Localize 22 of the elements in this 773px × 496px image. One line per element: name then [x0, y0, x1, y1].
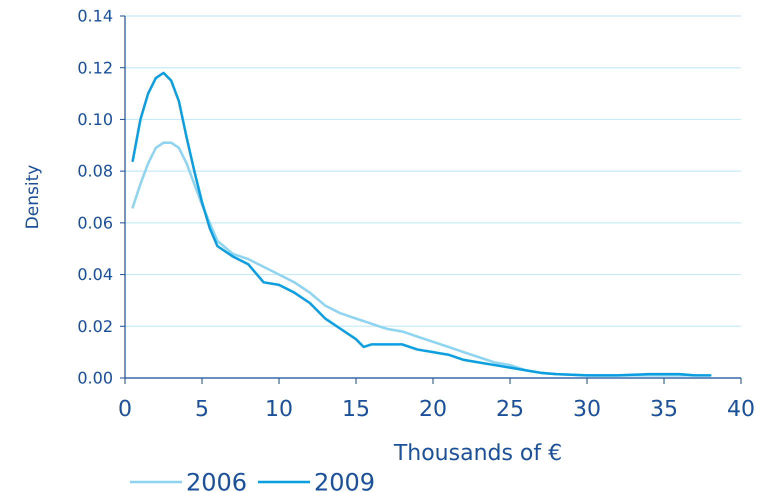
- x-tick-label: 40: [727, 397, 755, 422]
- x-tick-label: 30: [573, 397, 601, 422]
- legend-label: 2006: [186, 468, 248, 496]
- x-tick-label: 35: [650, 397, 678, 422]
- x-tick-label: 5: [195, 397, 209, 422]
- legend-label: 2009: [314, 468, 376, 496]
- x-axis-title: Thousands of €: [392, 441, 562, 466]
- x-tick-label: 25: [496, 397, 524, 422]
- y-tick-label: 0.14: [77, 6, 113, 26]
- y-tick-label: 0.02: [77, 316, 113, 336]
- y-tick-label: 0.10: [77, 110, 113, 130]
- y-axis-title: Density: [23, 164, 43, 230]
- x-tick-label: 0: [118, 397, 132, 422]
- x-tick-label: 15: [342, 397, 370, 422]
- x-tick-label: 10: [265, 397, 293, 422]
- y-tick-label: 0.12: [77, 58, 113, 78]
- x-tick-label: 20: [419, 397, 447, 422]
- y-tick-label: 0.06: [77, 213, 113, 232]
- y-tick-label: 0.04: [77, 265, 113, 284]
- y-tick-label: 0.08: [77, 162, 113, 181]
- line-series: [131, 72, 712, 377]
- y-tick-label: 0.00: [77, 368, 113, 388]
